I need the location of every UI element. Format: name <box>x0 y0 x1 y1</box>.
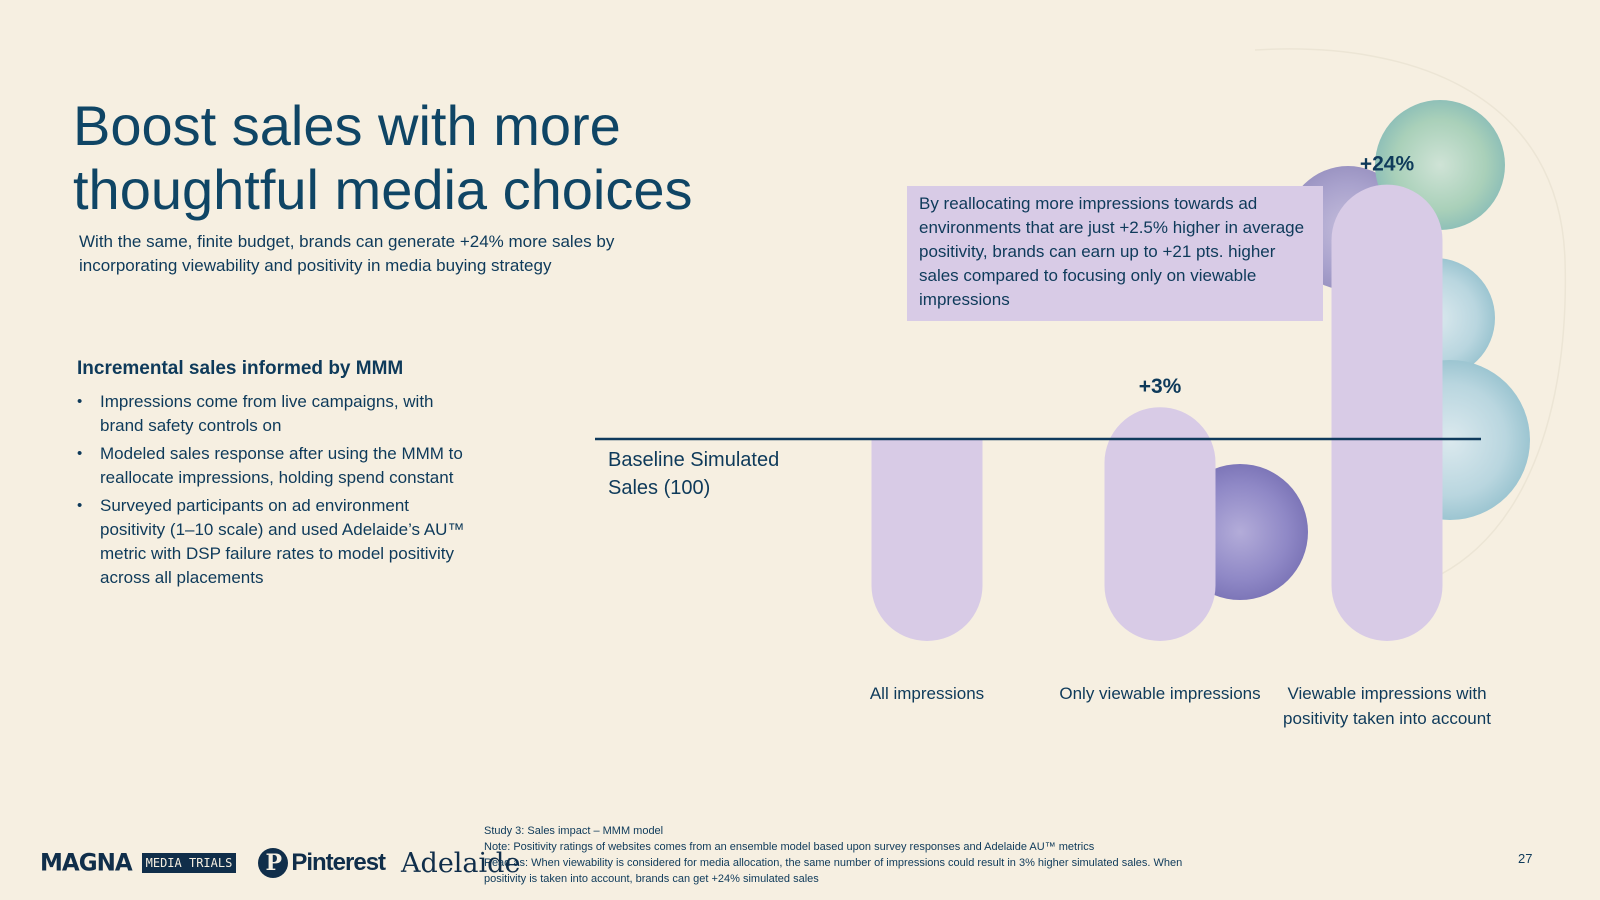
page-number: 27 <box>1518 851 1533 866</box>
bullet-item: Impressions come from live campaigns, wi… <box>77 390 477 438</box>
footer-study: Study 3: Sales impact – MMM model <box>484 825 664 837</box>
baseline-label: Baseline Simulated <box>608 449 779 471</box>
pinterest-logo: P Pinterest <box>258 848 386 878</box>
bars-group <box>871 184 1443 641</box>
footer-note: Note: Positivity ratings of websites com… <box>484 841 1095 853</box>
bullet-item: Modeled sales response after using the M… <box>77 442 477 490</box>
footer-read-as: Read as: When viewability is considered … <box>484 857 1183 869</box>
category-label: Viewable impressions with <box>1287 684 1486 703</box>
category-label: Only viewable impressions <box>1059 684 1260 703</box>
pinterest-wordmark: Pinterest <box>291 849 386 876</box>
bar <box>1104 407 1216 641</box>
magna-logo: MAGNA <box>40 849 133 877</box>
data-label: +3% <box>1139 375 1182 398</box>
bullet-list: Impressions come from live campaigns, wi… <box>77 390 477 594</box>
footer-read-as: positivity is taken into account, brands… <box>484 873 819 885</box>
page-subtitle: With the same, finite budget, brands can… <box>79 232 615 275</box>
callout-box: By reallocating more impressions towards… <box>907 186 1323 321</box>
section-heading: Incremental sales informed by MMM <box>77 358 404 379</box>
media-trials-logo: MEDIA TRIALS <box>141 853 237 873</box>
category-label: All impressions <box>870 684 984 703</box>
bar <box>1331 184 1443 641</box>
data-labels-group: +3% +24% <box>1139 153 1415 399</box>
baseline-label: Sales (100) <box>608 477 710 499</box>
footer-notes: Study 3: Sales impact – MMM model Note: … <box>484 823 1284 887</box>
page-title: Boost sales with more thoughtful media c… <box>73 94 693 221</box>
logo-row: MAGNA MEDIA TRIALS P Pinterest Adelaide <box>40 846 520 880</box>
data-label: +24% <box>1360 153 1415 176</box>
category-label: positivity taken into account <box>1283 709 1491 728</box>
bullet-item: Surveyed participants on ad environment … <box>77 494 477 590</box>
adelaide-logo: Adelaide <box>401 847 521 879</box>
category-labels-group: All impressions Only viewable impressions… <box>870 684 1491 728</box>
pinterest-icon: P <box>258 848 289 878</box>
bar <box>871 439 983 641</box>
